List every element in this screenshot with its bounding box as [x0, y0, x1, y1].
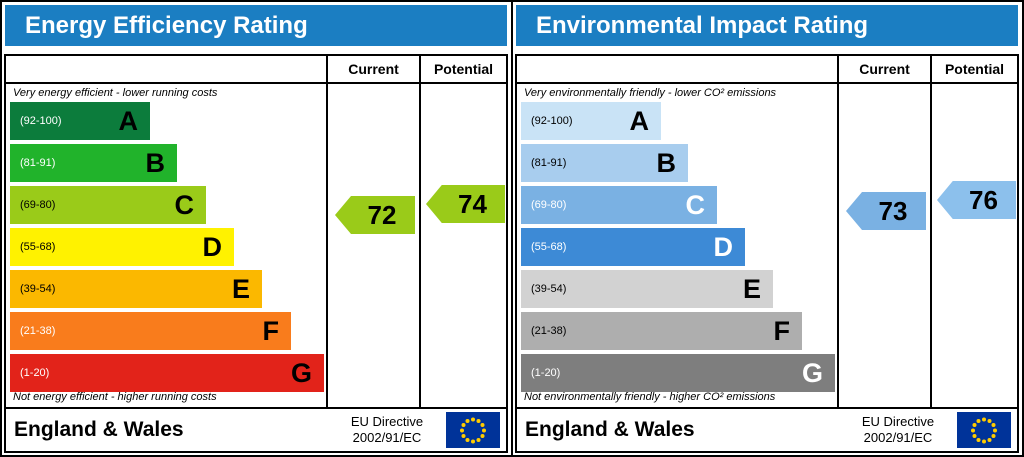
column-divider: [419, 56, 421, 409]
column-divider: [326, 56, 328, 451]
environmental-rating-table: Current Potential Very environmentally f…: [515, 54, 1019, 453]
potential-rating-value: 76: [969, 184, 998, 215]
current-rating-arrow: 72: [335, 196, 415, 234]
header-divider: [6, 82, 506, 84]
band-f: (21-38) F: [521, 312, 802, 350]
band-letter: F: [773, 315, 791, 346]
current-column-header: Current: [348, 61, 399, 77]
band-range: (81-91): [20, 157, 56, 169]
eu-flag-icon: [957, 412, 1011, 448]
band-range: (69-80): [531, 199, 567, 211]
eu-directive-label: EU Directive 2002/91/EC: [861, 413, 935, 445]
band-range: (55-68): [20, 241, 56, 253]
bottom-note: Not energy efficient - higher running co…: [13, 391, 217, 403]
column-divider: [837, 56, 839, 451]
band-letter: E: [231, 273, 250, 304]
eu-directive-label: EU Directive 2002/91/EC: [350, 413, 424, 445]
band-range: (39-54): [20, 283, 56, 295]
panel-footer: England & Wales EU Directive 2002/91/EC: [517, 407, 1017, 451]
top-note: Very energy efficient - lower running co…: [13, 87, 218, 99]
potential-rating-arrow: 74: [426, 185, 505, 223]
band-range: (39-54): [531, 283, 567, 295]
band-letter: C: [174, 189, 195, 220]
band-range: (55-68): [531, 241, 567, 253]
energy-efficiency-panel: Energy Efficiency Rating Current Potenti…: [2, 2, 513, 455]
band-range: (1-20): [531, 367, 561, 379]
band-letter: A: [629, 105, 650, 136]
current-rating-value: 72: [367, 199, 397, 230]
current-rating-arrow: 73: [846, 192, 926, 230]
current-column-header: Current: [859, 61, 910, 77]
band-range: (21-38): [531, 325, 567, 337]
band-e: (39-54) E: [10, 270, 262, 308]
band-g: (1-20) G: [10, 354, 324, 392]
band-letter: B: [145, 147, 166, 178]
band-letter: B: [656, 147, 677, 178]
band-b: (81-91) B: [521, 144, 688, 182]
top-note: Very environmentally friendly - lower CO…: [524, 87, 777, 99]
potential-rating-arrow: 76: [937, 181, 1016, 219]
band-letter: C: [685, 189, 706, 220]
potential-rating-value: 74: [458, 188, 487, 219]
band-range: (92-100): [531, 115, 573, 127]
panel-title-energy: Energy Efficiency Rating: [5, 5, 507, 46]
band-d: (55-68) D: [521, 228, 745, 266]
environmental-impact-panel: Environmental Impact Rating Current Pote…: [513, 2, 1022, 455]
band-range: (92-100): [20, 115, 62, 127]
rating-bands: (92-100) A (81-91) B (69-80) C (55-68) D…: [521, 102, 835, 396]
band-range: (81-91): [531, 157, 567, 169]
panel-title-environmental: Environmental Impact Rating: [516, 5, 1018, 46]
column-divider: [930, 56, 932, 409]
bottom-note: Not environmentally friendly - higher CO…: [524, 391, 776, 403]
band-letter: F: [262, 315, 280, 346]
band-letter: A: [118, 105, 139, 136]
band-range: (69-80): [20, 199, 56, 211]
band-a: (92-100) A: [10, 102, 150, 140]
eu-flag-icon: [446, 412, 500, 448]
region-label: England & Wales: [525, 418, 695, 441]
band-letter: G: [801, 357, 823, 388]
band-c: (69-80) C: [521, 186, 717, 224]
band-letter: D: [713, 231, 734, 262]
band-range: (21-38): [20, 325, 56, 337]
band-c: (69-80) C: [10, 186, 206, 224]
band-g: (1-20) G: [521, 354, 835, 392]
potential-column-header: Potential: [944, 61, 1005, 77]
header-divider: [517, 82, 1017, 84]
region-label: England & Wales: [14, 418, 184, 441]
band-a: (92-100) A: [521, 102, 661, 140]
band-letter: E: [742, 273, 761, 304]
potential-column-header: Potential: [433, 61, 494, 77]
current-rating-value: 73: [878, 195, 908, 226]
panel-footer: England & Wales EU Directive 2002/91/EC: [6, 407, 506, 451]
band-b: (81-91) B: [10, 144, 177, 182]
band-e: (39-54) E: [521, 270, 773, 308]
band-letter: G: [290, 357, 312, 388]
band-d: (55-68) D: [10, 228, 234, 266]
band-f: (21-38) F: [10, 312, 291, 350]
energy-rating-table: Current Potential Very energy efficient …: [4, 54, 508, 453]
band-range: (1-20): [20, 367, 50, 379]
band-letter: D: [202, 231, 223, 262]
rating-bands: (92-100) A (81-91) B (69-80) C (55-68) D…: [10, 102, 324, 396]
